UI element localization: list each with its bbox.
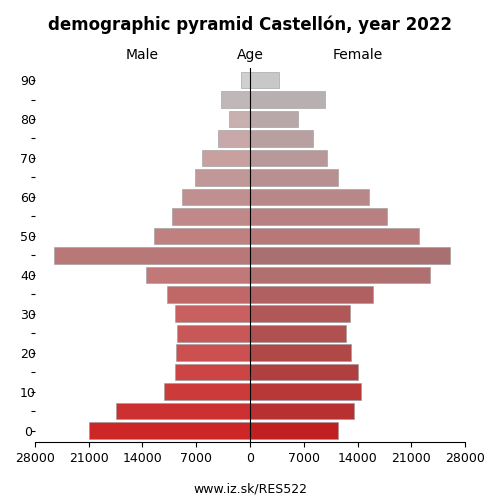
Bar bbox=[250, 188, 369, 205]
Bar bbox=[250, 110, 298, 128]
Bar bbox=[230, 110, 250, 128]
Bar bbox=[250, 344, 352, 361]
Bar bbox=[154, 228, 250, 244]
Bar bbox=[218, 130, 250, 147]
Bar bbox=[250, 169, 338, 186]
Bar bbox=[250, 247, 450, 264]
Bar bbox=[172, 208, 250, 224]
Bar bbox=[250, 364, 358, 380]
Bar bbox=[250, 208, 386, 224]
Title: demographic pyramid Castellón, year 2022: demographic pyramid Castellón, year 2022 bbox=[48, 15, 452, 34]
Bar bbox=[250, 403, 354, 419]
Bar bbox=[177, 325, 250, 342]
Bar bbox=[167, 286, 250, 302]
Bar bbox=[54, 247, 250, 264]
Bar bbox=[174, 364, 250, 380]
Bar bbox=[250, 72, 279, 88]
Bar bbox=[194, 169, 250, 186]
Bar bbox=[221, 92, 250, 108]
Bar bbox=[182, 188, 250, 205]
Bar bbox=[116, 403, 250, 419]
Bar bbox=[202, 150, 250, 166]
Bar bbox=[164, 384, 250, 400]
Bar bbox=[176, 306, 250, 322]
Bar bbox=[250, 286, 373, 302]
Bar bbox=[250, 130, 313, 147]
Text: Female: Female bbox=[332, 48, 382, 62]
Bar bbox=[250, 422, 338, 439]
Text: Age: Age bbox=[236, 48, 264, 62]
Bar bbox=[88, 422, 250, 439]
Text: Male: Male bbox=[126, 48, 159, 62]
Bar bbox=[250, 228, 419, 244]
Bar bbox=[241, 72, 250, 88]
Bar bbox=[250, 92, 326, 108]
Bar bbox=[146, 266, 250, 283]
Bar bbox=[176, 344, 250, 361]
Text: www.iz.sk/RES522: www.iz.sk/RES522 bbox=[193, 482, 307, 495]
Bar bbox=[250, 150, 327, 166]
Bar bbox=[250, 266, 430, 283]
Bar bbox=[250, 325, 346, 342]
Bar bbox=[250, 306, 350, 322]
Bar bbox=[250, 384, 362, 400]
